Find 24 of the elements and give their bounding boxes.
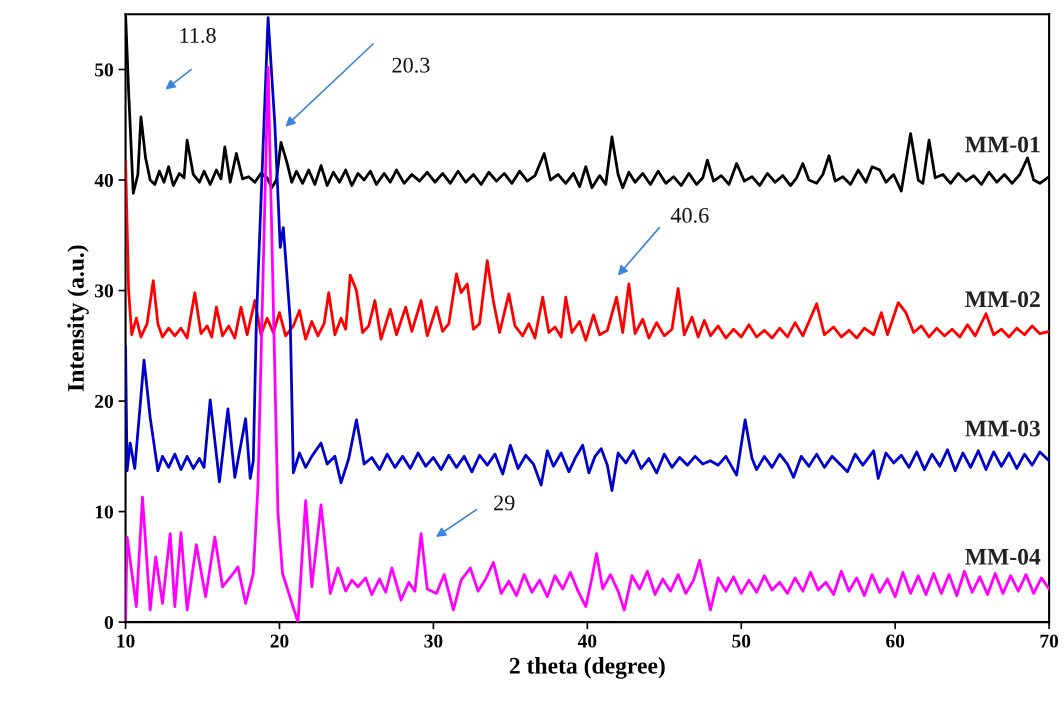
series-label: MM-02 <box>965 291 1040 308</box>
x-tick-label: 60 <box>886 634 905 648</box>
annotation: 29 <box>494 495 515 511</box>
y-tick-label: 40 <box>94 173 114 187</box>
y-axis-title: Intensity (a.u.) <box>67 245 89 392</box>
series-label: MM-01 <box>965 136 1040 153</box>
series-label: MM-03 <box>965 420 1040 437</box>
y-tick-label: 20 <box>95 394 114 409</box>
annotation: 20.3 <box>392 57 430 73</box>
x-tick-label: 70 <box>1040 634 1059 648</box>
x-tick-label: 10 <box>117 634 135 648</box>
y-tick-label: 50 <box>95 63 114 77</box>
line-series <box>125 159 1050 342</box>
x-axis-title: 2 theta (degree) <box>509 657 665 679</box>
y-tick-label: 0 <box>104 615 114 630</box>
annotation: 11.8 <box>180 27 216 43</box>
annotation: 40.6 <box>670 207 709 223</box>
series-label: MM-04 <box>965 548 1041 565</box>
y-tick-label: 10 <box>95 505 114 519</box>
y-tick-label: 30 <box>95 284 114 298</box>
x-tick-label: 30 <box>424 634 443 648</box>
x-tick-label: 20 <box>270 634 289 648</box>
x-tick-label: 40 <box>577 634 597 648</box>
x-tick-label: 50 <box>732 634 751 648</box>
